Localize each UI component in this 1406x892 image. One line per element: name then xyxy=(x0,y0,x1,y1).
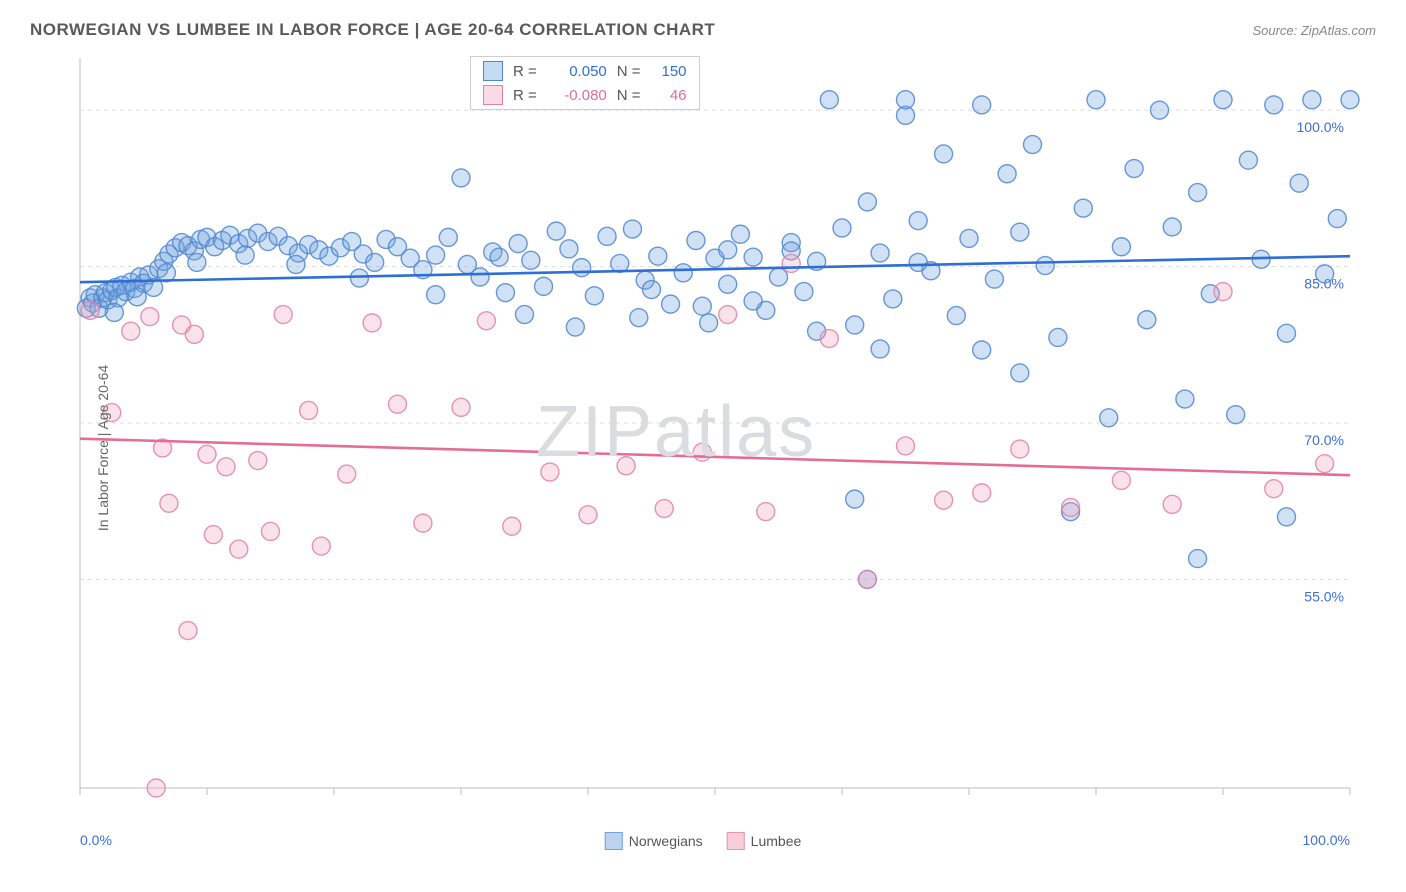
legend-swatch xyxy=(605,832,623,850)
series-legend-item: Norwegians xyxy=(605,832,703,850)
svg-text:55.0%: 55.0% xyxy=(1304,588,1344,604)
correlation-legend: R = 0.050 N = 150 R = -0.080 N = 46 xyxy=(470,56,700,110)
legend-swatch xyxy=(483,61,503,81)
source-label: Source: ZipAtlas.com xyxy=(1252,23,1376,38)
svg-text:100.0%: 100.0% xyxy=(1297,119,1344,135)
legend-r-value: -0.080 xyxy=(547,87,607,104)
scatter-chart: 55.0%70.0%85.0%100.0% xyxy=(30,48,1376,848)
legend-row: R = -0.080 N = 46 xyxy=(471,83,699,107)
legend-label: Norwegians xyxy=(629,833,703,849)
x-tick-min: 0.0% xyxy=(80,832,112,848)
legend-r-label: R = xyxy=(513,87,537,104)
legend-n-value: 46 xyxy=(651,87,687,104)
chart-container: In Labor Force | Age 20-64 ZIPatlas 55.0… xyxy=(30,48,1376,848)
legend-label: Lumbee xyxy=(751,833,802,849)
legend-n-label: N = xyxy=(617,87,641,104)
legend-swatch xyxy=(727,832,745,850)
series-legend-item: Lumbee xyxy=(727,832,802,850)
x-tick-max: 100.0% xyxy=(1303,832,1350,848)
legend-n-value: 150 xyxy=(651,63,687,80)
legend-swatch xyxy=(483,85,503,105)
svg-text:70.0%: 70.0% xyxy=(1304,432,1344,448)
legend-n-label: N = xyxy=(617,63,641,80)
legend-r-value: 0.050 xyxy=(547,63,607,80)
y-axis-label: In Labor Force | Age 20-64 xyxy=(95,365,111,531)
page-title: NORWEGIAN VS LUMBEE IN LABOR FORCE | AGE… xyxy=(30,20,715,40)
legend-row: R = 0.050 N = 150 xyxy=(471,59,699,83)
series-legend: Norwegians Lumbee xyxy=(605,832,802,850)
legend-r-label: R = xyxy=(513,63,537,80)
